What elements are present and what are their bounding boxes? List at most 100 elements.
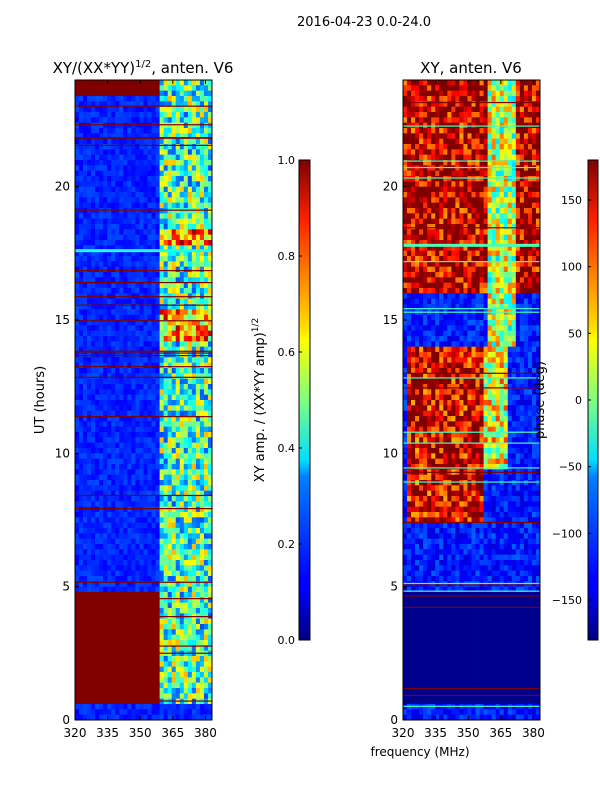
colorbar-tick-label: 0.2 [278, 538, 296, 551]
heatmap-cell [115, 421, 120, 428]
heatmap-cell [91, 373, 96, 380]
heatmap-cell [151, 666, 156, 673]
heatmap-cell [503, 101, 509, 108]
left-title: XY/(XX*YY)1/2, anten. V6 [53, 59, 234, 77]
heatmap-cell [107, 618, 112, 625]
heatmap-cell [187, 240, 193, 246]
heatmap-cell [403, 208, 408, 214]
heatmap-cell [203, 704, 209, 710]
heatmap-cell [207, 352, 213, 358]
heatmap-cell [91, 672, 96, 678]
heatmap-cell [91, 138, 96, 145]
heatmap-cell [511, 133, 517, 140]
heatmap-cell [151, 282, 156, 289]
heatmap-cell [135, 656, 140, 662]
heatmap-cell [187, 298, 193, 305]
heatmap-cell [111, 85, 116, 92]
heatmap-cell [191, 90, 197, 97]
heatmap-cell [127, 581, 132, 588]
heatmap-cell [183, 602, 189, 609]
heatmap-cell [183, 368, 189, 374]
heatmap-cell [127, 122, 132, 129]
heatmap-cell [147, 485, 152, 492]
heatmap-cell [171, 373, 177, 380]
heatmap-cell [435, 165, 440, 172]
heatmap-cell [187, 661, 193, 668]
heatmap-cell [463, 165, 468, 172]
heatmap-cell [87, 389, 92, 396]
heatmap-cell [471, 186, 476, 193]
heatmap-cell [519, 176, 525, 182]
heatmap-cell [119, 218, 124, 225]
heatmap-cell [171, 618, 177, 625]
heatmap-cell [123, 544, 128, 550]
heatmap-cell [75, 501, 80, 508]
heatmap-cell [507, 186, 513, 193]
heatmap-cell [187, 464, 193, 470]
heatmap-cell [147, 426, 152, 433]
heatmap-cell [499, 192, 505, 198]
heatmap-cell [171, 288, 177, 294]
heatmap-cell [87, 661, 92, 668]
heatmap-cell [499, 85, 505, 92]
heatmap-cell [487, 117, 493, 124]
heatmap-cell [123, 453, 128, 460]
heatmap-cell [199, 661, 205, 668]
heatmap-cell [139, 373, 144, 380]
heatmap-cell [203, 560, 209, 566]
heatmap-cell [95, 378, 100, 385]
heatmap-cell [115, 282, 120, 289]
heatmap-cell [103, 373, 108, 380]
heatmap-cell [115, 608, 120, 614]
heatmap-cell [139, 704, 144, 710]
heatmap-cell [203, 501, 209, 508]
heatmap-cell [207, 90, 213, 97]
heatmap-cell [199, 464, 205, 470]
heatmap-cell [175, 570, 181, 577]
heatmap-cell [143, 80, 148, 86]
heatmap-cell [131, 538, 136, 545]
heatmap-cell [127, 554, 132, 561]
heatmap-cell [167, 666, 173, 673]
heatmap-cell [187, 106, 193, 113]
heatmap-cell [127, 474, 132, 481]
heatmap-cell [179, 549, 185, 556]
heatmap-cell [195, 80, 201, 86]
heatmap-cell [75, 256, 80, 262]
heatmap-cell [79, 250, 84, 257]
heatmap-cell [103, 394, 108, 401]
heatmap-cell [203, 261, 209, 268]
heatmap-cell [139, 661, 144, 668]
heatmap-cell [431, 165, 436, 172]
heatmap-cell [491, 106, 497, 113]
heatmap-cell [103, 432, 108, 438]
heatmap-cell [79, 586, 84, 593]
heatmap-cell [127, 453, 132, 460]
heatmap-cell [91, 682, 96, 689]
heatmap-cell [187, 517, 193, 524]
heatmap-cell [103, 133, 108, 140]
heatmap-cell [119, 330, 124, 337]
heatmap-cell [427, 154, 432, 161]
heatmap-cell [115, 469, 120, 476]
heatmap-cell [135, 197, 140, 204]
heatmap-cell [187, 645, 193, 652]
heatmap-cell [91, 565, 96, 572]
heatmap-cell [411, 117, 416, 124]
heatmap-cell [183, 554, 189, 561]
heatmap-cell [499, 90, 505, 97]
heatmap-cell [119, 656, 124, 662]
heatmap-cell [207, 240, 213, 246]
left-heatmap [75, 80, 213, 721]
heatmap-cell [199, 234, 205, 241]
heatmap-cell [123, 437, 128, 444]
heatmap-cell [175, 565, 181, 572]
heatmap-cell [495, 160, 501, 166]
heatmap-cell [143, 528, 148, 534]
heatmap-cell [151, 208, 156, 214]
heatmap-cell [467, 138, 472, 145]
heatmap-cell [107, 565, 112, 572]
heatmap-cell [151, 453, 156, 460]
heatmap-cell [107, 362, 112, 369]
heatmap-cell [143, 586, 148, 593]
